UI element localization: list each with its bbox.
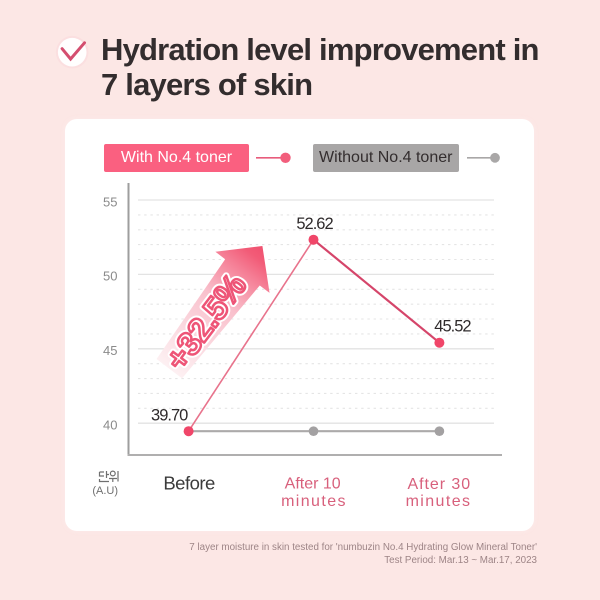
svg-text:45.52: 45.52 <box>434 318 471 336</box>
svg-text:50: 50 <box>103 269 117 284</box>
svg-text:39.70: 39.70 <box>151 406 188 424</box>
svg-text:+32.5%: +32.5% <box>158 267 253 377</box>
svg-text:Before: Before <box>163 473 215 494</box>
svg-text:(A.U): (A.U) <box>92 485 118 497</box>
svg-text:After 10: After 10 <box>285 476 341 493</box>
svg-text:52.62: 52.62 <box>296 215 333 233</box>
svg-text:minutes: minutes <box>281 493 347 510</box>
svg-text:55: 55 <box>103 194 117 209</box>
svg-text:After 30: After 30 <box>407 476 471 493</box>
svg-text:minutes: minutes <box>406 493 472 510</box>
svg-text:45: 45 <box>103 343 117 358</box>
svg-text:40: 40 <box>103 418 117 433</box>
